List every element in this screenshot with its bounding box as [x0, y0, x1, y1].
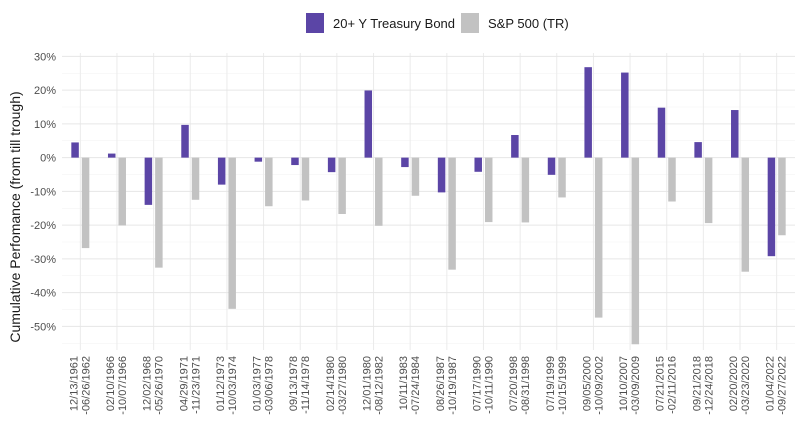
y-tick-label: 10% [34, 119, 56, 131]
x-tick-label: 07/17/1990-10/11/1990 [471, 356, 495, 414]
bar-treasury [217, 157, 226, 185]
bar-sp500 [375, 157, 383, 226]
y-tick-label: 30% [34, 51, 56, 63]
bar-sp500 [338, 157, 346, 214]
bar-treasury [107, 153, 116, 158]
bar-sp500 [521, 157, 530, 223]
y-tick-label: 0% [40, 153, 56, 165]
minor-gridlines [62, 72, 795, 344]
bar-treasury [71, 142, 79, 158]
legend: 20+ Y Treasury Bond S&P 500 (TR) [306, 13, 569, 33]
x-tick-label: 07/19/1999-10/15/1999 [545, 356, 569, 415]
y-axis-ticks: 30% 20% 10% 0% -10% -20% -30% -40% -50% [30, 51, 56, 333]
x-tick-label: 01/03/1977-03/06/1978 [252, 356, 276, 415]
bar-sp500 [228, 157, 236, 309]
bar-treasury [511, 135, 519, 158]
y-axis-title: Cumulative Perfomance (from till trough) [7, 91, 23, 342]
x-tick-label: 09/21/2018-12/24/2018 [691, 356, 715, 415]
x-tick-label: 02/20/2020-03/23/2020 [728, 356, 752, 415]
bar-treasury [621, 72, 629, 158]
bar-treasury [254, 157, 263, 162]
x-tick-label: 07/20/1998-08/31/1998 [508, 356, 532, 415]
legend-swatch-treasury [306, 13, 324, 33]
bar-sp500 [155, 157, 163, 268]
bar-treasury [767, 157, 776, 257]
x-tick-label: 12/01/1980-08/12/1982 [362, 356, 386, 415]
y-tick-label: -40% [30, 288, 56, 300]
bar-sp500 [118, 157, 126, 226]
x-tick-label: 09/13/1978-11/14/1978 [288, 356, 312, 414]
bar-treasury [474, 157, 482, 172]
bar-sp500 [704, 157, 713, 224]
bar-sp500 [411, 157, 420, 196]
bar-treasury [291, 157, 299, 166]
bar-sp500 [778, 157, 786, 236]
bar-treasury [694, 142, 702, 158]
y-tick-label: -20% [30, 220, 56, 232]
legend-swatch-sp500 [461, 13, 479, 33]
bar-sp500 [594, 157, 603, 318]
bar-treasury [547, 157, 556, 175]
x-tick-label: 07/21/2015-02/11/2016 [655, 356, 679, 414]
bar-sp500 [668, 157, 676, 202]
bar-treasury [731, 110, 739, 158]
y-tick-label: 20% [34, 85, 56, 97]
bar-sp500 [741, 157, 750, 272]
bar-treasury [327, 157, 336, 173]
bar-sp500 [265, 157, 273, 207]
x-tick-label: 12/13/1961-06/26/1962 [68, 356, 92, 415]
x-tick-label: 10/10/2007-03/09/2009 [618, 356, 642, 415]
x-tick-label: 08/26/1987-10/19/1987 [435, 356, 459, 415]
bar-treasury [437, 157, 446, 193]
x-tick-label: 01/12/1973-10/03/1974 [215, 356, 239, 415]
legend-label-sp500: S&P 500 (TR) [488, 16, 569, 31]
bar-sp500 [81, 157, 90, 249]
bar-sp500 [558, 157, 566, 198]
x-tick-label: 02/14/1980-03/27/1980 [325, 356, 349, 415]
bar-treasury [144, 157, 153, 205]
bars [71, 67, 786, 345]
x-axis-ticks: 12/13/1961-06/26/1962 02/10/1966-10/07/19… [68, 356, 788, 415]
x-tick-label: 12/02/1968-05/26/1970 [142, 356, 166, 415]
x-tick-label: 02/10/1966-10/07/1966 [105, 356, 129, 415]
x-tick-label: 01/04/2022-09/27/2022 [765, 356, 789, 415]
bar-treasury [181, 124, 189, 158]
legend-label-treasury: 20+ Y Treasury Bond [333, 16, 455, 31]
bar-treasury [401, 157, 409, 168]
bar-sp500 [191, 157, 200, 200]
x-tick-label: 10/11/1983-07/24/1984 [398, 356, 422, 415]
bar-sp500 [448, 157, 456, 270]
y-tick-label: -50% [30, 321, 56, 333]
bar-treasury [584, 67, 592, 158]
bar-sp500 [631, 157, 640, 345]
major-gridlines [62, 53, 795, 350]
bar-treasury [364, 90, 373, 158]
bar-treasury [657, 107, 666, 158]
x-tick-label: 04/29/1971-11/23/1971 [178, 356, 202, 414]
y-tick-label: -10% [30, 186, 56, 198]
x-tick-label: 09/05/2000-10/09/2002 [581, 356, 605, 415]
y-tick-label: -30% [30, 254, 56, 266]
bar-sp500 [484, 157, 493, 223]
bar-sp500 [301, 157, 310, 201]
